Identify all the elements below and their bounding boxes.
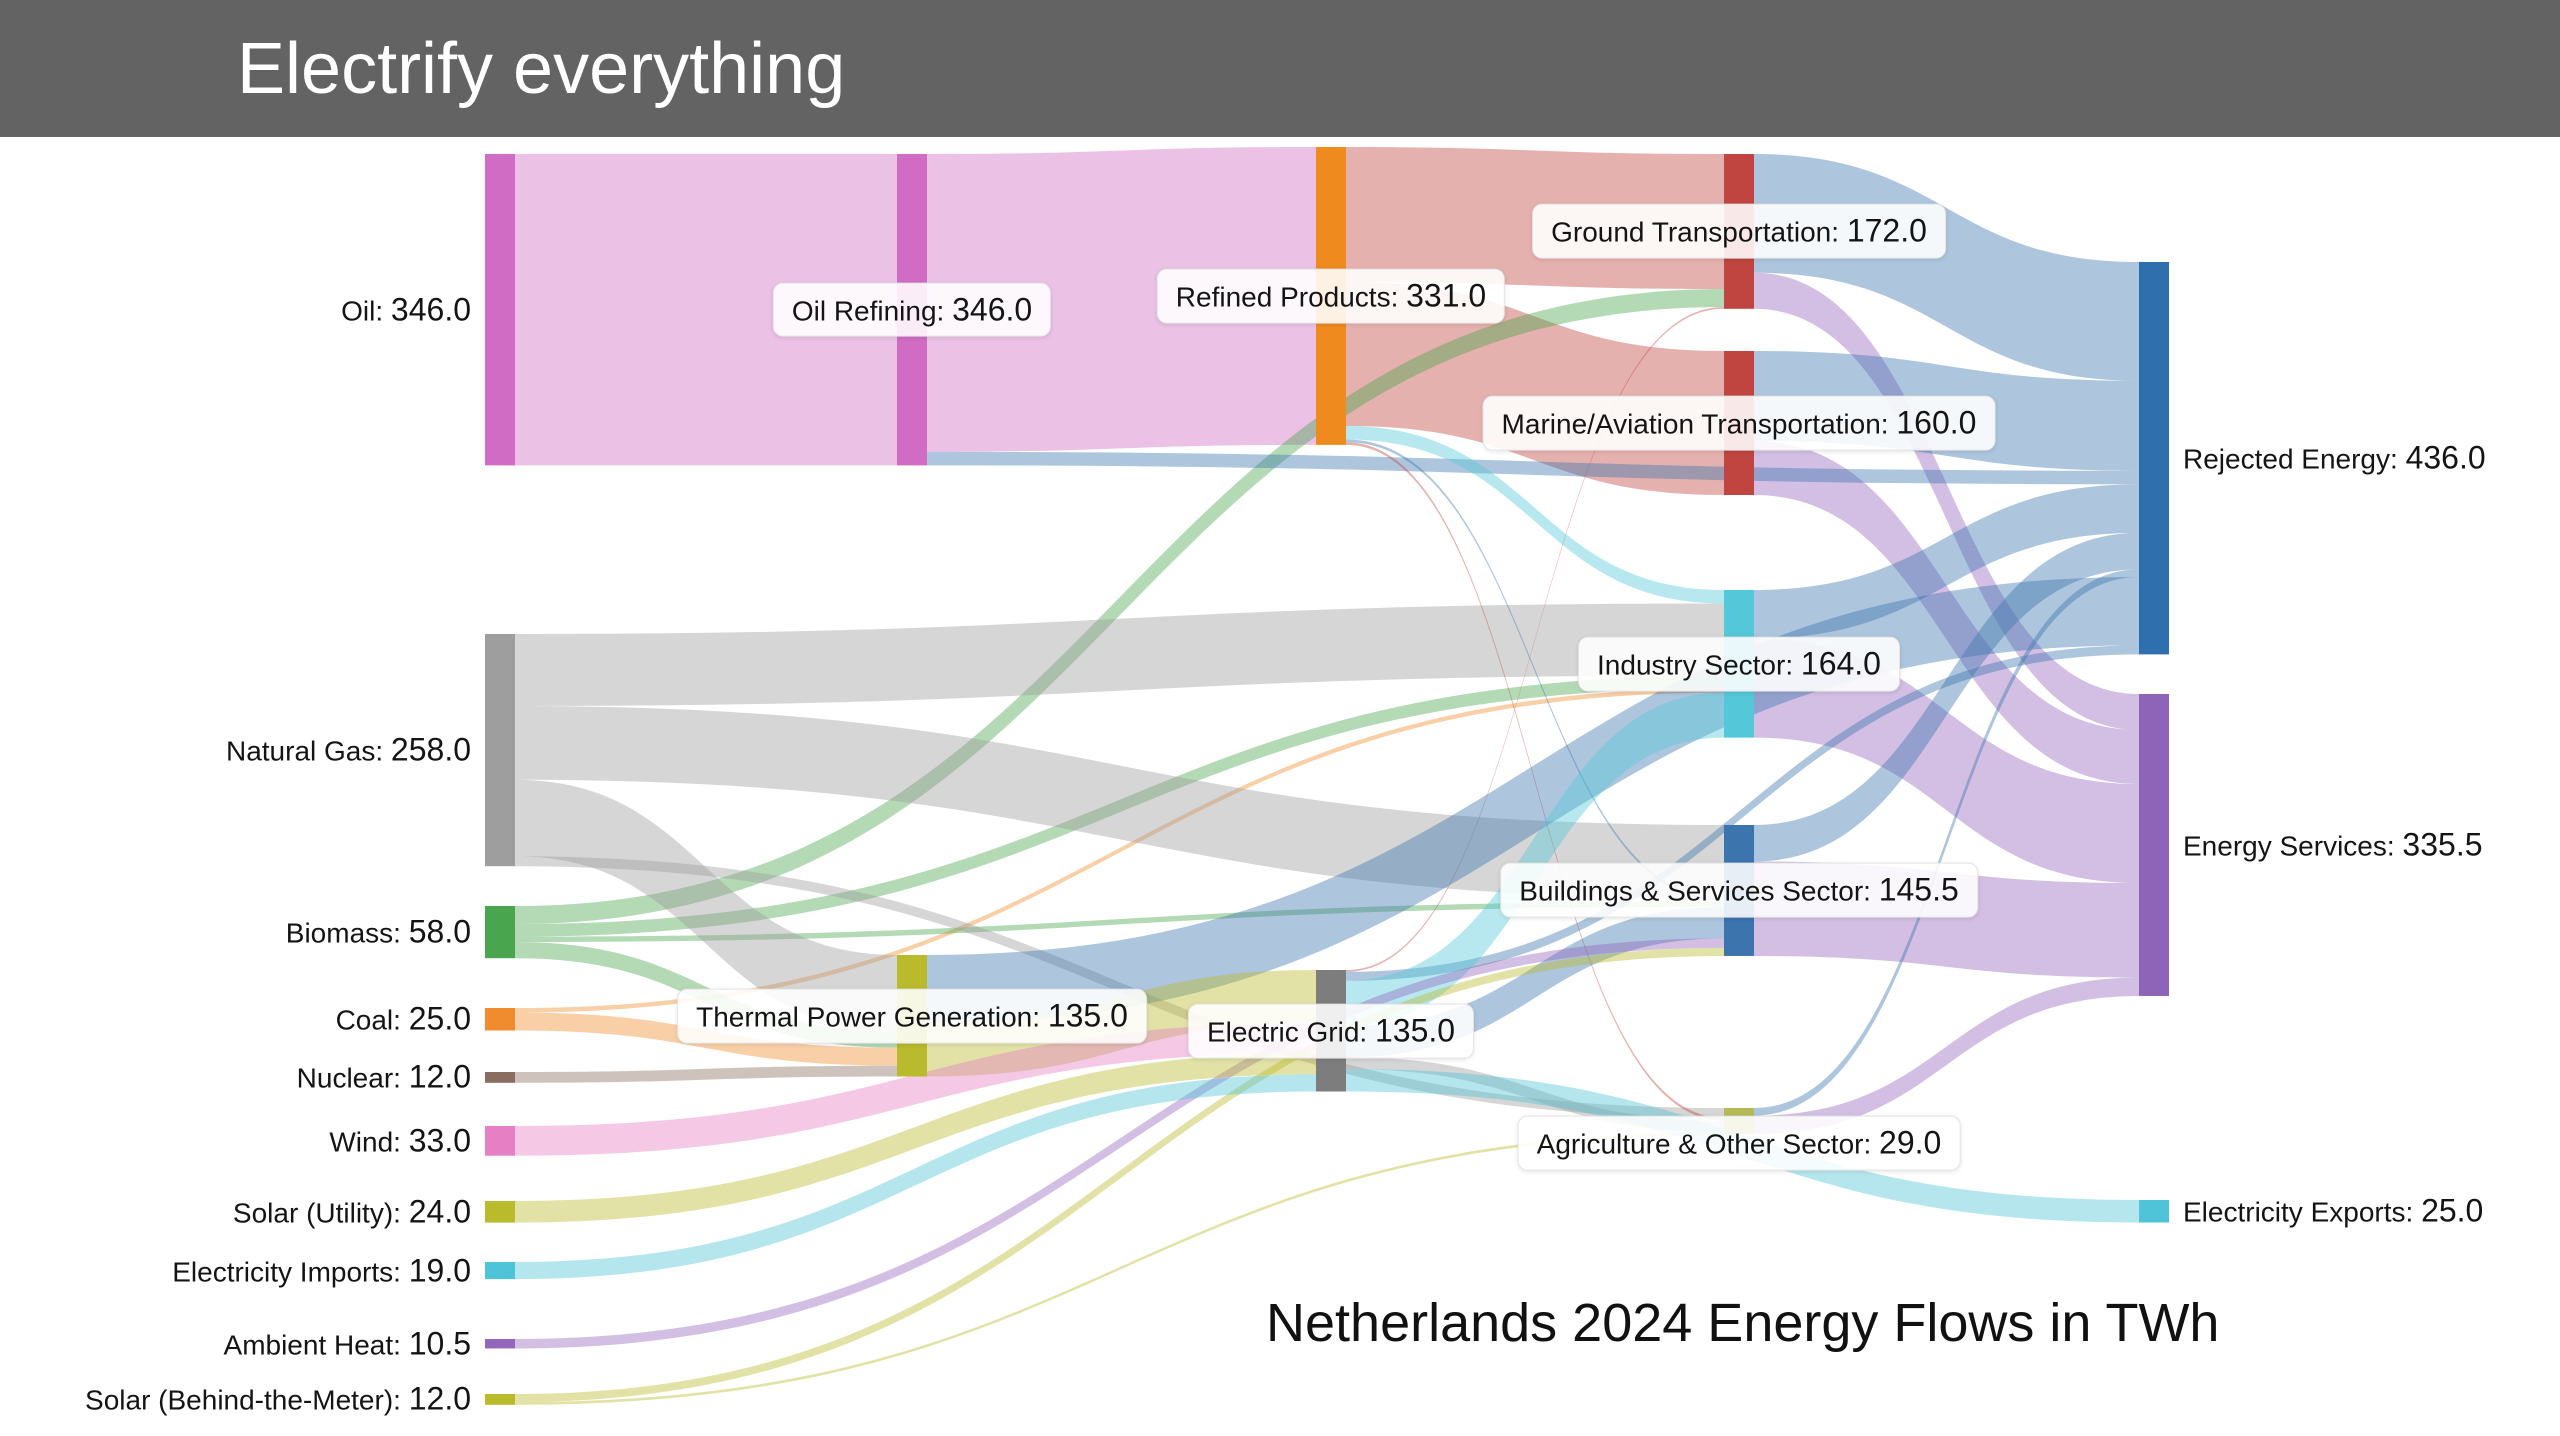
node-refined (1316, 147, 1346, 445)
node-natgas (485, 634, 515, 867)
flow-grid-rejected (1346, 645, 2139, 981)
page-title: Electrify everything (237, 28, 846, 109)
node-grid (1316, 970, 1346, 1092)
flow-solar_btm-agriculture (515, 1132, 1724, 1405)
flow-grid-exports (1346, 1069, 2139, 1223)
flow-grid-agriculture (1346, 1057, 1724, 1133)
flow-grid-ground (1346, 307, 1724, 972)
flow-ambient_heat-buildings (515, 938, 1724, 1349)
node-nuclear (485, 1072, 515, 1083)
flow-grid-industry (1346, 692, 1724, 1026)
flow-agriculture-rejected (1754, 569, 2139, 1116)
flow-ground-services (1754, 272, 2139, 730)
flow-natgas-tpg (515, 779, 897, 1032)
node-ground (1724, 154, 1754, 309)
node-coal (485, 1008, 515, 1031)
node-biomass (485, 906, 515, 959)
flow-buildings-rejected (1754, 532, 2139, 862)
node-wind (485, 1126, 515, 1156)
node-rejected (2139, 262, 2169, 655)
node-services (2139, 694, 2169, 996)
flow-oil-refining (515, 154, 897, 466)
flow-solar_btm-buildings (515, 947, 1724, 1403)
flow-refined-buildings (1346, 439, 1724, 902)
flow-refined-agriculture (1346, 442, 1724, 1121)
header-bar: Electrify everything (0, 0, 2560, 137)
node-tpg (897, 955, 927, 1077)
node-refining (897, 154, 927, 466)
flow-natgas-buildings (515, 706, 1724, 899)
node-buildings (1724, 825, 1754, 956)
flows-layer (515, 147, 2139, 1405)
node-exports (2139, 1200, 2169, 1223)
flow-refining-refined (927, 147, 1316, 452)
flow-coal-industry (515, 688, 1724, 1013)
flow-tpg-rejected (927, 577, 2139, 1024)
flow-refining-rejected (927, 451, 2139, 485)
flow-wind-grid (515, 1023, 1316, 1156)
node-ambient_heat (485, 1339, 515, 1349)
node-agriculture (1724, 1108, 1754, 1135)
flow-biomass-buildings (515, 901, 1724, 942)
node-solar_utility (485, 1201, 515, 1223)
node-oil (485, 154, 515, 466)
flow-ground-rejected (1754, 154, 2139, 381)
flow-refined-ground (1346, 147, 1724, 289)
node-marine (1724, 351, 1754, 495)
flow-industry-rejected (1754, 484, 2139, 639)
flow-natgas-agriculture (515, 856, 1724, 1118)
node-industry (1724, 590, 1754, 738)
flow-natgas-industry (515, 603, 1724, 706)
flow-marine-services (1754, 441, 2139, 784)
flow-elec_imports-grid (515, 1074, 1316, 1280)
flow-industry-services (1754, 638, 2139, 883)
flow-biomass-ground (515, 289, 1724, 924)
flow-nuclear-tpg (515, 1065, 897, 1083)
flow-solar_utility-grid (515, 1052, 1316, 1223)
flow-refined-industry (1346, 426, 1724, 604)
flow-biomass-industry (515, 675, 1724, 937)
node-solar_btm (485, 1394, 515, 1405)
chart-caption: Netherlands 2024 Energy Flows in TWh (1266, 1293, 2220, 1353)
node-elec_imports (485, 1262, 515, 1280)
flow-agriculture-services (1754, 977, 2139, 1135)
flow-buildings-services (1754, 861, 2139, 978)
